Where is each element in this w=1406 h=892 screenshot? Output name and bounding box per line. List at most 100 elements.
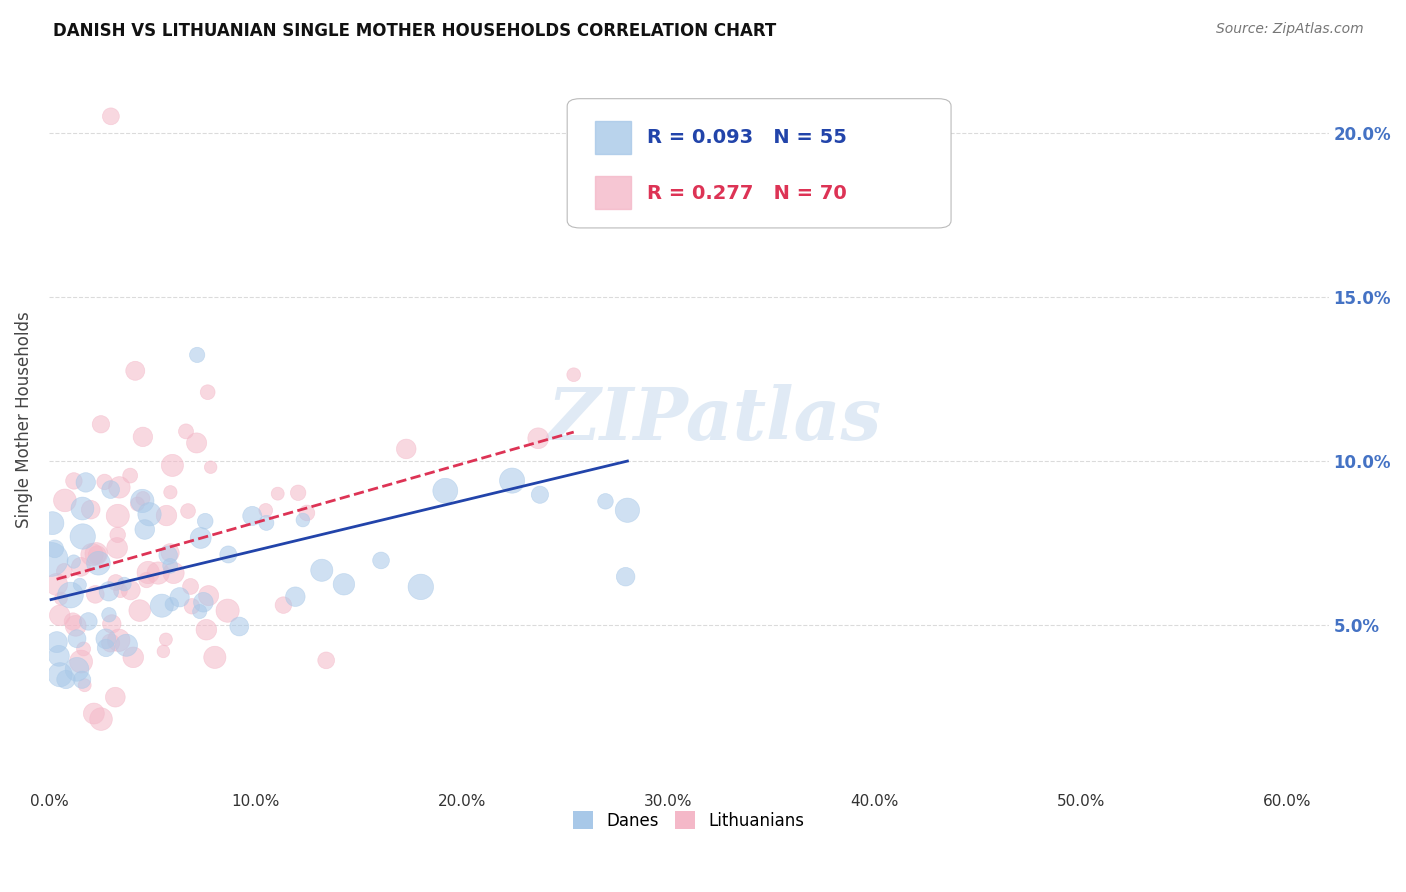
Point <box>155 508 177 523</box>
Point <box>49 591 72 606</box>
Point <box>180 579 202 593</box>
Point <box>49 667 72 681</box>
Point <box>39 552 62 566</box>
Point <box>115 638 138 652</box>
Point <box>155 632 177 647</box>
Point <box>193 595 215 609</box>
Point <box>97 584 120 599</box>
Text: Source: ZipAtlas.com: Source: ZipAtlas.com <box>1216 22 1364 37</box>
Point <box>45 577 67 591</box>
Point <box>100 109 122 123</box>
Point <box>97 607 120 622</box>
Point <box>157 548 180 562</box>
Point <box>94 632 117 646</box>
Point <box>124 364 146 378</box>
Point <box>86 548 108 562</box>
Point <box>174 425 197 439</box>
Point <box>527 431 550 445</box>
Point <box>77 615 100 629</box>
Point <box>84 587 107 601</box>
Point <box>53 493 76 508</box>
Point <box>370 553 392 567</box>
Point <box>87 556 110 570</box>
Point <box>104 575 127 590</box>
Bar <box>595 177 631 210</box>
Point <box>311 563 333 577</box>
Point <box>169 591 191 605</box>
Point <box>100 483 122 497</box>
Point <box>90 712 112 726</box>
Point <box>107 508 129 523</box>
Point <box>273 598 295 612</box>
Point <box>122 650 145 665</box>
Point <box>100 636 122 650</box>
Point <box>136 566 159 580</box>
Point <box>217 548 239 562</box>
Point <box>48 648 70 663</box>
Point <box>595 175 617 189</box>
Point <box>287 485 309 500</box>
Point <box>80 502 103 516</box>
Point <box>197 385 219 400</box>
Point <box>197 589 219 603</box>
Point <box>104 690 127 705</box>
Point <box>190 531 212 545</box>
Point <box>529 488 551 502</box>
Point <box>132 491 155 506</box>
Point <box>66 632 89 646</box>
Point <box>204 650 226 665</box>
Point <box>112 577 135 591</box>
Point <box>135 573 157 587</box>
Point <box>160 597 183 611</box>
Point <box>62 555 84 569</box>
Point <box>395 442 418 456</box>
Point <box>181 599 204 614</box>
Point <box>284 590 307 604</box>
Point <box>409 580 432 594</box>
Point <box>188 605 211 619</box>
Point <box>132 430 155 444</box>
Point <box>93 475 115 489</box>
Point <box>66 662 89 676</box>
Point <box>107 633 129 648</box>
Point <box>94 640 117 655</box>
Point <box>120 468 142 483</box>
Point <box>138 508 160 522</box>
Point <box>108 480 131 494</box>
Point <box>48 608 70 623</box>
Point <box>69 559 91 574</box>
Text: R = 0.277   N = 70: R = 0.277 N = 70 <box>647 184 846 202</box>
Point <box>101 616 124 631</box>
Point <box>614 570 637 584</box>
Point <box>159 485 181 500</box>
Point <box>159 546 181 560</box>
Point <box>63 474 86 488</box>
Point <box>75 475 97 490</box>
Text: ZIPatlas: ZIPatlas <box>547 384 882 456</box>
Point <box>434 483 457 498</box>
Point <box>110 583 132 598</box>
Point <box>44 541 66 556</box>
Point <box>90 417 112 432</box>
Text: DANISH VS LITHUANIAN SINGLE MOTHER HOUSEHOLDS CORRELATION CHART: DANISH VS LITHUANIAN SINGLE MOTHER HOUSE… <box>53 22 776 40</box>
Point <box>150 599 173 613</box>
Point <box>152 644 174 658</box>
Point <box>105 541 128 555</box>
Point <box>80 548 103 562</box>
Bar <box>595 120 631 154</box>
Point <box>69 578 91 592</box>
Point <box>186 348 208 362</box>
Point <box>134 523 156 537</box>
Point <box>291 513 314 527</box>
Point <box>72 642 94 657</box>
Point <box>195 623 218 637</box>
Point <box>254 516 277 530</box>
Point <box>228 619 250 633</box>
Point <box>128 604 150 618</box>
Point <box>162 566 184 580</box>
Point <box>333 577 356 591</box>
Point <box>194 514 217 528</box>
FancyBboxPatch shape <box>567 99 950 228</box>
Point <box>562 368 585 382</box>
Point <box>70 655 93 669</box>
